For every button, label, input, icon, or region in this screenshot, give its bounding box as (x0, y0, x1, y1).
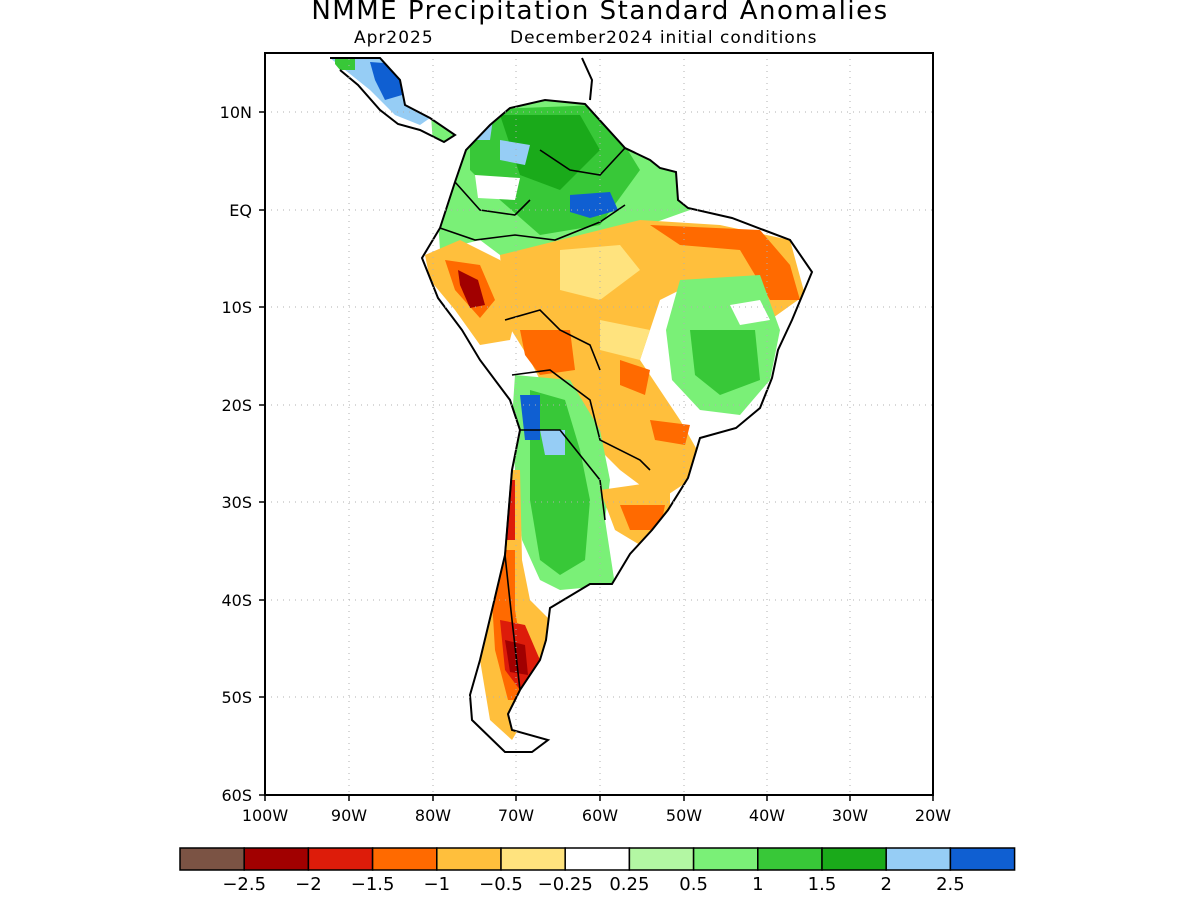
colorbar-swatch (692, 847, 759, 871)
lat-label: 20S (221, 396, 252, 415)
colorbar-swatch (307, 847, 374, 871)
colorbar-swatch (821, 847, 887, 871)
graticule (265, 53, 933, 795)
lon-label: 30W (832, 806, 868, 825)
country-borders (439, 147, 651, 691)
lat-label: EQ (229, 201, 252, 220)
lon-label: 20W (915, 806, 951, 825)
latitude-labels: 10N EQ 10S 20S 30S 40S 50S 60S (220, 103, 265, 805)
lat-label: 50S (221, 688, 252, 707)
colorbar-tick-label: 0.5 (679, 874, 708, 895)
colorbar-tick-label: −0.25 (538, 874, 593, 895)
colorbar-swatch (436, 847, 502, 871)
colorbar-tick-label: 2 (880, 874, 891, 895)
coastlines (330, 57, 814, 753)
subtitle-month: Apr2025 (354, 28, 434, 48)
colorbar-swatch (371, 847, 438, 871)
colorbar-swatch (564, 847, 631, 871)
colorbar (179, 847, 1016, 871)
colorbar-labels: −2.5 −2 −1.5 −1 −0.5 −0.25 0.25 0.5 1 1.5 2 2.5 (222, 874, 964, 895)
lat-label: 30S (221, 493, 252, 512)
colorbar-swatch (628, 847, 695, 871)
plot-frame (264, 52, 934, 796)
colorbar-tick-label: 1.5 (808, 874, 837, 895)
lon-label: 60W (582, 806, 618, 825)
subtitle-init: December2024 initial conditions (510, 28, 818, 48)
colorbar-tick-label: −1.5 (351, 874, 395, 895)
map-title: NMME Precipitation Standard Anomalies (311, 0, 889, 26)
colorbar-tick-label: −1 (424, 874, 451, 895)
colorbar-swatch (243, 847, 310, 871)
colorbar-swatch (500, 847, 566, 871)
lon-label: 100W (242, 806, 289, 825)
colorbar-tick-label: 1 (752, 874, 763, 895)
lat-label: 40S (221, 591, 252, 610)
lat-label: 60S (221, 786, 252, 805)
lon-label: 40W (749, 806, 785, 825)
lon-label: 50W (666, 806, 702, 825)
colorbar-tick-label: −2 (295, 874, 322, 895)
colorbar-swatch (757, 847, 823, 871)
lon-label: 70W (498, 806, 534, 825)
lat-label: 10N (220, 103, 252, 122)
colorbar-swatch (885, 847, 952, 871)
colorbar-tick-label: −2.5 (222, 874, 266, 895)
colorbar-tick-label: 0.25 (609, 874, 649, 895)
colorbar-tick-label: −0.5 (479, 874, 523, 895)
colorbar-swatch (179, 847, 245, 871)
colorbar-swatch (949, 847, 1016, 871)
colorbar-tick-label: 2.5 (936, 874, 965, 895)
lon-label: 90W (331, 806, 367, 825)
longitude-labels: 100W 90W 80W 70W 60W 50W 40W 30W 20W (242, 795, 951, 825)
lat-label: 10S (221, 298, 252, 317)
lon-label: 80W (415, 806, 451, 825)
